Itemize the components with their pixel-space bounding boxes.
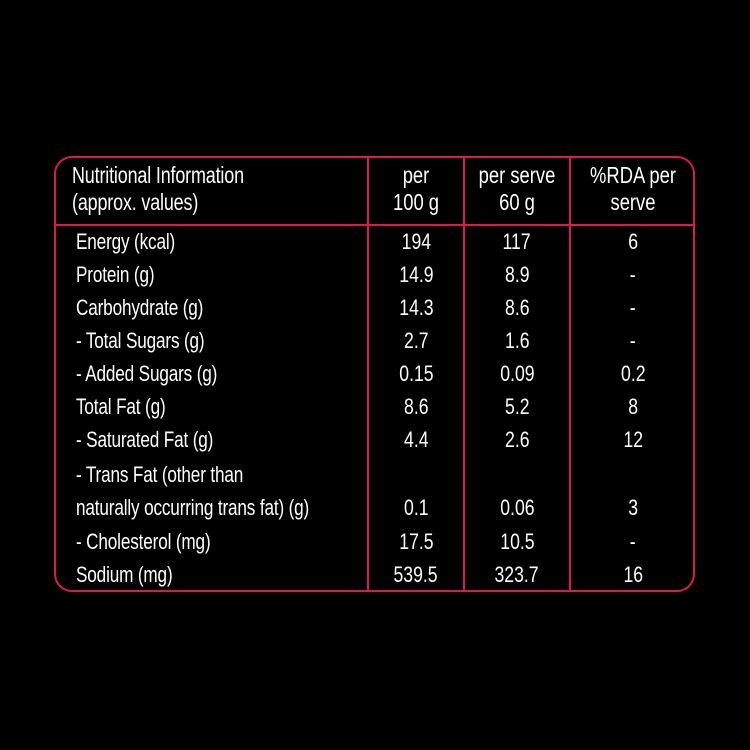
value-rda: 6 <box>628 229 638 254</box>
nutrient-label: Energy (kcal) <box>76 229 176 254</box>
value-rda: - <box>630 262 636 287</box>
nutrient-label: - Added Sugars (g) <box>76 361 218 386</box>
nutrition-table: Nutritional Information (approx. values)… <box>54 156 695 592</box>
value-per-serve-cell: 117 <box>465 228 569 256</box>
nutrient-label: naturally occurring trans fat) (g) <box>76 495 310 520</box>
value-per-100g: 0.15 <box>398 361 434 386</box>
nutrient-label: Sodium (mg) <box>76 562 173 587</box>
value-per-100g: 17.5 <box>398 529 434 554</box>
value-rda-cell: - <box>571 327 695 355</box>
value-per-serve-cell <box>465 461 569 489</box>
value-per-serve-cell: 1.6 <box>465 327 569 355</box>
nutrient-label: - Cholesterol (mg) <box>76 529 211 554</box>
value-per-100g-cell <box>369 461 463 489</box>
value-per-100g-cell: 17.5 <box>369 528 463 556</box>
header-per-100g: per 100 g <box>369 162 463 216</box>
value-per-100g: 0.1 <box>403 495 429 520</box>
value-per-100g-cell: 0.15 <box>369 360 463 388</box>
value-rda: 8 <box>628 394 638 419</box>
value-per-100g-cell: 4.4 <box>369 426 463 454</box>
value-rda-cell: 16 <box>571 561 695 589</box>
header-per-serve-line2: 60 g <box>499 189 535 215</box>
value-per-serve-cell: 10.5 <box>465 528 569 556</box>
value-rda-cell: 12 <box>571 426 695 454</box>
value-per-100g: 14.3 <box>398 295 434 320</box>
value-per-100g: 2.7 <box>403 328 429 353</box>
header-nutrition-line1: Nutritional Information <box>72 162 244 188</box>
column-divider-1 <box>367 158 369 590</box>
value-rda: 16 <box>623 562 643 587</box>
header-rda-line1: %RDA per <box>590 162 676 188</box>
value-per-serve-cell: 323.7 <box>465 561 569 589</box>
value-per-100g-cell: 14.9 <box>369 261 463 289</box>
header-nutrition-line2: (approx. values) <box>72 189 199 215</box>
value-rda: 12 <box>623 427 643 452</box>
value-rda-cell: 3 <box>571 494 695 522</box>
value-per-serve: 5.2 <box>504 394 530 419</box>
nutrient-label: - Saturated Fat (g) <box>76 427 214 452</box>
header-per-100g-line1: per <box>402 162 430 188</box>
value-per-serve-cell: 5.2 <box>465 393 569 421</box>
column-divider-3 <box>569 158 571 590</box>
value-per-serve: 10.5 <box>499 529 535 554</box>
value-per-100g-cell: 539.5 <box>369 561 463 589</box>
value-rda: 3 <box>628 495 638 520</box>
value-per-100g: 14.9 <box>398 262 434 287</box>
value-per-100g-cell: 0.1 <box>369 494 463 522</box>
value-per-100g-cell: 194 <box>369 228 463 256</box>
header-nutrition-label: Nutritional Information (approx. values) <box>72 162 244 216</box>
header-rda: %RDA per serve <box>571 162 695 216</box>
value-per-100g: 8.6 <box>403 394 429 419</box>
value-per-serve: 8.9 <box>504 262 530 287</box>
value-per-serve-cell: 0.06 <box>465 494 569 522</box>
value-per-100g: 539.5 <box>393 562 439 587</box>
value-per-100g: 4.4 <box>403 427 429 452</box>
value-per-serve: 0.09 <box>499 361 535 386</box>
value-per-100g: 194 <box>401 229 431 254</box>
nutrient-label: Protein (g) <box>76 262 155 287</box>
value-per-serve: 117 <box>502 229 532 254</box>
nutrient-label: Total Fat (g) <box>76 394 166 419</box>
value-rda-cell: 6 <box>571 228 695 256</box>
header-per-100g-line2: 100 g <box>392 189 440 215</box>
header-rda-line2: serve <box>610 189 656 215</box>
value-rda-cell: - <box>571 528 695 556</box>
value-rda: - <box>630 328 636 353</box>
nutrient-label: Carbohydrate (g) <box>76 295 204 320</box>
nutrient-label: - Trans Fat (other than <box>76 462 244 487</box>
value-per-serve-cell: 0.09 <box>465 360 569 388</box>
header-per-serve-line1: per serve <box>478 162 556 188</box>
value-per-serve: 2.6 <box>504 427 530 452</box>
nutrient-label: - Total Sugars (g) <box>76 328 205 353</box>
value-per-100g-cell: 8.6 <box>369 393 463 421</box>
value-per-serve: 8.6 <box>504 295 530 320</box>
value-rda: - <box>630 529 636 554</box>
value-rda-cell: 0.2 <box>571 360 695 388</box>
value-per-100g-cell: 14.3 <box>369 294 463 322</box>
value-rda-cell: - <box>571 294 695 322</box>
value-per-serve: 0.06 <box>499 495 535 520</box>
value-per-serve-cell: 8.6 <box>465 294 569 322</box>
value-per-serve-cell: 2.6 <box>465 426 569 454</box>
value-rda-cell <box>571 461 695 489</box>
value-per-100g-cell: 2.7 <box>369 327 463 355</box>
header-per-serve: per serve 60 g <box>465 162 569 216</box>
value-per-serve: 1.6 <box>504 328 530 353</box>
value-per-serve: 323.7 <box>494 562 540 587</box>
value-rda-cell: 8 <box>571 393 695 421</box>
value-rda: 0.2 <box>620 361 646 386</box>
value-rda-cell: - <box>571 261 695 289</box>
value-per-serve-cell: 8.9 <box>465 261 569 289</box>
header-divider <box>56 224 693 226</box>
column-divider-2 <box>463 158 465 590</box>
value-rda: - <box>630 295 636 320</box>
